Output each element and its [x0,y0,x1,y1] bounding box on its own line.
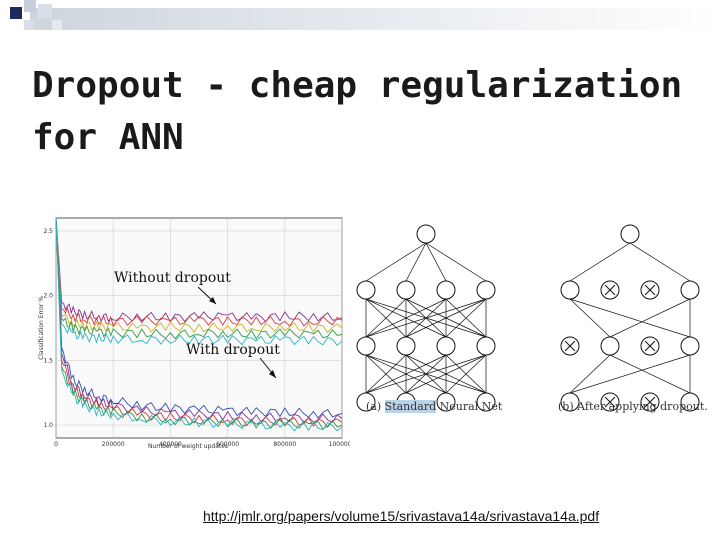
caption-standard-net: (a) Standard Neural Net [366,400,502,413]
annotation-with-dropout: With dropout [186,342,280,358]
series-line [55,217,343,323]
connection-edge [569,298,611,338]
connection-edge [365,354,487,394]
connection-edge [425,242,487,282]
x-tick-label: 600000 [216,441,239,448]
connection-edge [569,242,631,282]
connection-edge [609,354,691,394]
caption-a-prefix: (a) [366,400,385,413]
connection-edge [629,242,691,282]
series-line [55,217,343,340]
dropout-neural-net-diagram [560,224,700,412]
neuron-node [356,392,376,412]
caption-a-suffix: Neural Net [436,400,503,413]
y-tick-label: 2.0 [43,293,53,300]
caption-a-highlight: Standard [384,400,437,413]
title-line-2: for ANN [32,117,184,158]
neuron-node [356,336,376,356]
standard-neural-net-diagram [356,224,496,412]
series-line [55,217,343,334]
slide-title: Dropout - cheap regularization for ANN [32,60,702,164]
connection-edge [365,298,407,338]
neuron-node [396,336,416,356]
series-line [55,217,343,424]
y-tick-label: 2.5 [43,228,53,235]
y-tick-label: 1.5 [43,357,53,364]
neuron-node [356,280,376,300]
neuron-node [560,392,580,412]
neuron-node [416,224,436,244]
x-tick-label: 800000 [273,441,296,448]
connection-edge [445,354,487,394]
series-line [55,217,343,430]
connection-edge [425,242,447,282]
dropped-mark [604,396,616,408]
y-axis-label: Classification Error % [38,296,45,360]
x-axis-label: Number of weight updates [148,443,228,450]
series-group [55,217,343,432]
y-tick-label: 1.0 [43,422,53,429]
dropout-error-chart: 0 200000 400000 600000 800000 1000000 1.0 1.5 2.… [38,217,350,450]
dropped-mark [604,284,616,296]
connection-edge [445,298,487,338]
neuron-node [396,280,416,300]
series-line [55,217,343,432]
connection-edge [365,298,487,338]
neuron-node [680,336,700,356]
x-tick-label: 0 [54,441,58,448]
paper-link[interactable]: http://jmlr.org/papers/volume15/srivasta… [203,508,600,524]
neuron-node [476,336,496,356]
neuron-node [476,392,496,412]
caption-dropout-net: (b) After applying dropout. [558,400,708,413]
dropped-mark [644,396,656,408]
plot-area [55,217,343,439]
connection-edge [405,242,427,282]
network-diagrams [356,224,700,412]
header-decoration [10,0,720,30]
dropped-mark [564,340,576,352]
x-tick-label: 400000 [159,441,182,448]
neuron-node [680,280,700,300]
connection-edge [405,354,487,394]
connection-edge [365,298,447,338]
neuron-node [560,280,580,300]
neuron-node [436,392,456,412]
neuron-node [600,336,620,356]
connection-edge [569,298,691,338]
annotation-without-dropout: Without dropout [114,270,231,286]
dropped-mark [644,284,656,296]
x-tick-label: 200000 [102,441,125,448]
connection-edge [365,242,427,282]
x-tick-label: 1000000 [329,441,350,448]
tick-labels: 0 200000 400000 600000 800000 1000000 1.0 1.5 2.… [43,228,350,448]
title-line-1: Dropout - cheap regularization [32,65,683,106]
connection-edge [405,298,487,338]
series-line [55,217,343,327]
dropped-mark [644,340,656,352]
connection-edge [569,354,691,394]
connection-edge [569,354,611,394]
connection-edge [365,354,447,394]
neuron-node [680,392,700,412]
series-line [55,217,343,347]
neuron-node [620,224,640,244]
connection-edge [609,298,691,338]
neuron-node [436,336,456,356]
neuron-node [436,280,456,300]
connection-edge [365,354,407,394]
arrowhead-without-dropout [209,297,216,304]
arrowhead-with-dropout [269,370,276,378]
series-line [55,217,343,428]
neuron-node [476,280,496,300]
